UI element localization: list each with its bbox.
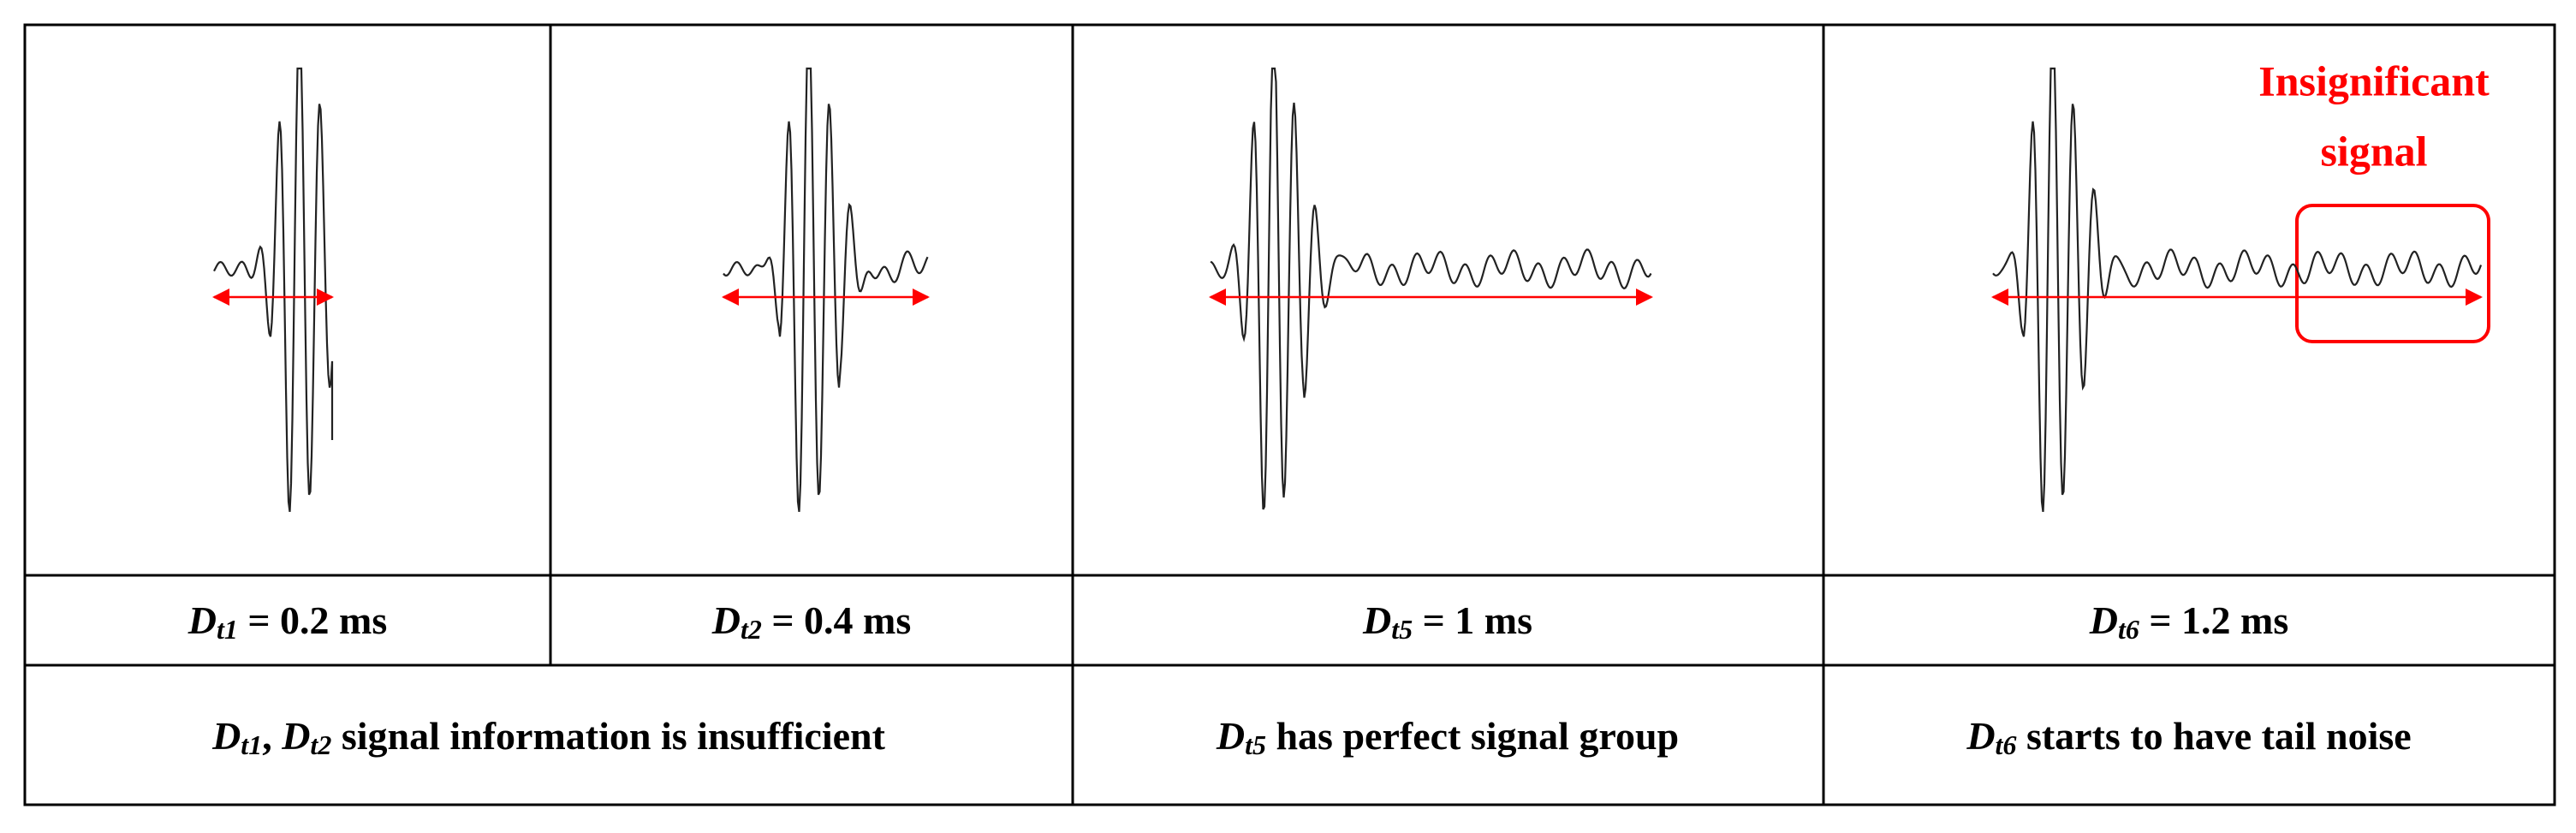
cell-text: Dt1, Dt2 signal information is insuffici…: [211, 714, 886, 761]
text-run: t6: [1996, 729, 2017, 760]
text-run: = 0.4 ms: [762, 598, 911, 642]
text-run: starts to have tail noise: [2016, 714, 2411, 758]
waveform: [723, 67, 929, 512]
text-run: t6: [2118, 614, 2139, 645]
text-run: = 1.2 ms: [2139, 598, 2288, 642]
text-run: t2: [310, 729, 331, 760]
cell-text: Dt5 has perfect signal group: [1216, 714, 1679, 761]
text-run: signal information is insufficient: [331, 714, 885, 758]
outer-border: [23, 23, 2556, 806]
text-run: D: [1216, 714, 1245, 758]
text-run: = 1 ms: [1413, 598, 1532, 642]
text-run: t1: [241, 729, 262, 760]
cell-text: Dt1 = 0.2 ms: [187, 598, 388, 646]
cell-text: Dt5 = 1 ms: [1362, 598, 1532, 646]
waveform: [213, 67, 334, 512]
cell-text: Dt6 starts to have tail noise: [1966, 714, 2411, 761]
text-run: ,: [262, 714, 282, 758]
text-run: t5: [1245, 729, 1266, 760]
text-run: D: [1362, 598, 1391, 642]
text-run: D: [281, 714, 310, 758]
text-run: t2: [741, 614, 762, 645]
text-run: has perfect signal group: [1266, 714, 1679, 758]
text-run: t1: [217, 614, 238, 645]
waveform: [1992, 67, 2483, 512]
table-grid: [23, 23, 2556, 806]
waveform: [1210, 67, 1652, 510]
cell-text: Dt2 = 0.4 ms: [711, 598, 912, 646]
text-run: D: [187, 598, 217, 642]
text-run: D: [1966, 714, 1995, 758]
text-run: = 0.2 ms: [238, 598, 387, 642]
text-run: D: [711, 598, 741, 642]
text-run: t5: [1391, 614, 1413, 645]
text-run: D: [2089, 598, 2118, 642]
cell-text: Dt6 = 1.2 ms: [2089, 598, 2289, 646]
annotation-line: Insignificant: [2258, 57, 2490, 104]
highlight-box: [2295, 204, 2490, 343]
annotation-line: signal: [2320, 127, 2427, 175]
text-run: D: [211, 714, 241, 758]
